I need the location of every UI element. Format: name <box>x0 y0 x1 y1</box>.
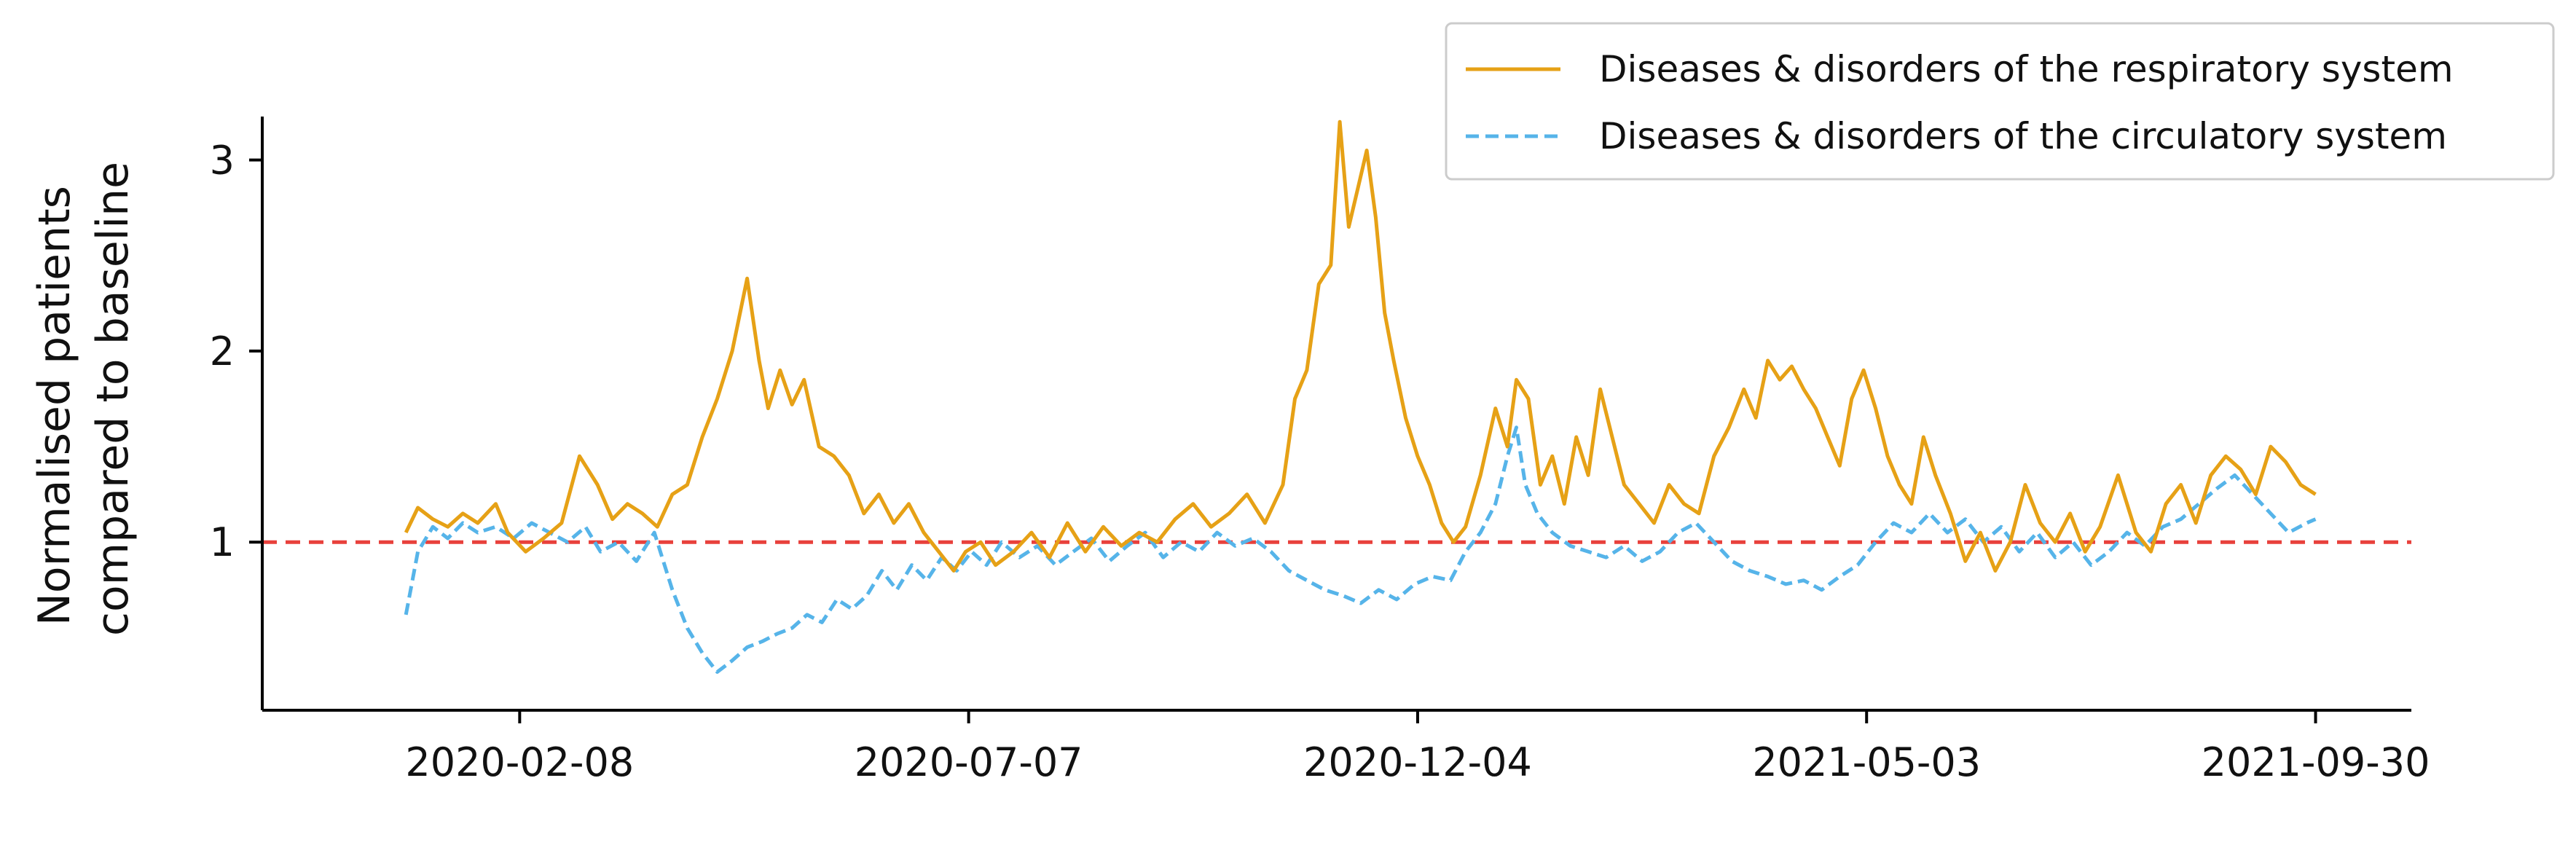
legend-label-circulatory: Diseases & disorders of the circulatory … <box>1599 115 2447 157</box>
legend: Diseases & disorders of the respiratory … <box>1445 22 2555 181</box>
x-tick-label: 2020-02-08 <box>405 739 634 785</box>
y-tick-label: 1 <box>210 519 235 565</box>
y-axis-label-line-2: compared to baseline <box>87 162 138 636</box>
legend-label-respiratory: Diseases & disorders of the respiratory … <box>1599 48 2454 90</box>
x-tick-label: 2021-05-03 <box>1752 739 1981 785</box>
y-axis-label-line-1: Normalised patients <box>29 186 80 626</box>
x-ticks: 2020-02-08 2020-07-07 2020-12-04 2021-05-03… <box>405 710 2430 785</box>
y-ticks: 1 2 3 <box>210 138 262 565</box>
y-tick-label: 3 <box>210 138 235 184</box>
x-tick-label: 2021-09-30 <box>2202 739 2430 785</box>
y-tick-label: 2 <box>210 329 235 374</box>
series-layer <box>404 119 2317 674</box>
series-line-respiratory <box>404 119 2317 573</box>
axes-layer <box>261 117 2411 712</box>
x-tick-label: 2020-07-07 <box>855 739 1083 785</box>
x-tick-label: 2020-12-04 <box>1303 739 1532 785</box>
y-axis-label: Normalised patients compared to baseline <box>29 162 138 636</box>
legend-box <box>1445 22 2555 181</box>
